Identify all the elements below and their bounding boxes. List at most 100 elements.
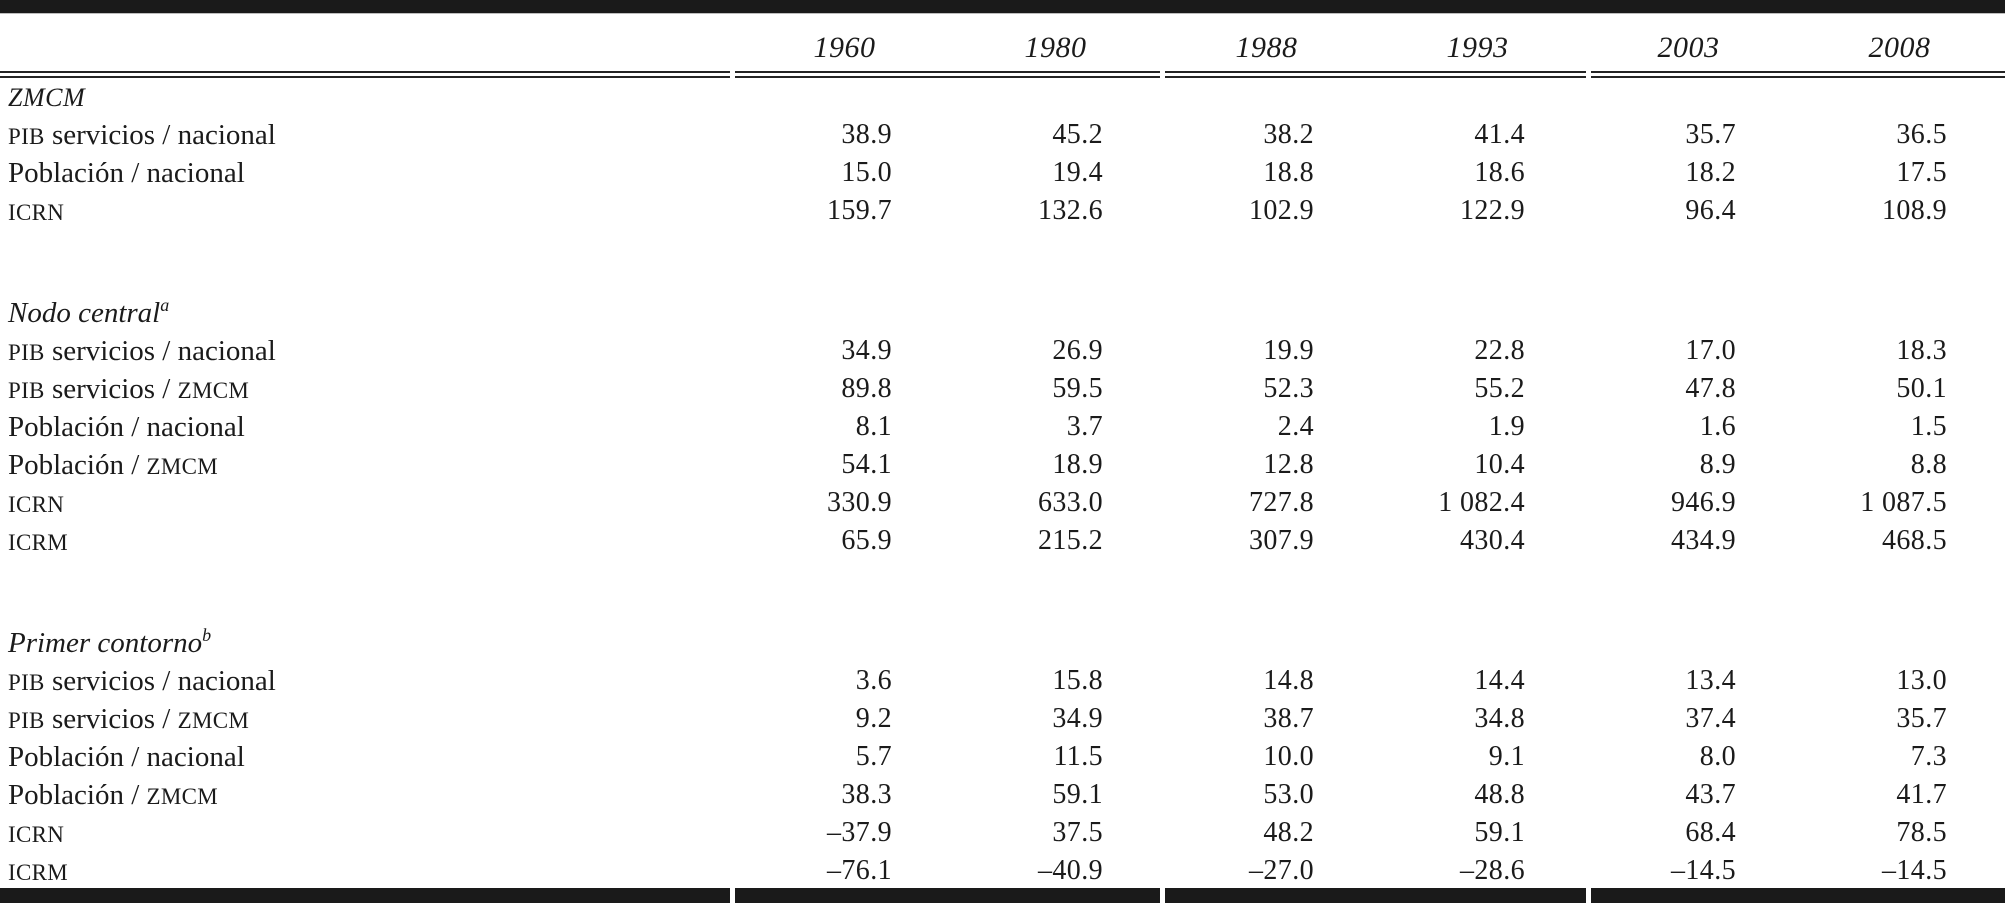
row-label: Población / ZMCM [0,449,739,482]
table-row: ICRM 65.9 215.2 307.9 430.4 434.9 468.5 [0,522,2005,560]
value-cell: 15.8 [1052,665,1103,696]
row-label: PIB servicios / nacional [0,335,739,368]
table-row: Población / ZMCM 54.1 18.9 12.8 10.4 8.9 8.8 [0,446,2005,484]
small-caps-text: ICRN [8,491,65,517]
row-label: PIB servicios / ZMCM [0,373,739,406]
label-text: servicios / [44,372,178,405]
value-cell: 159.7 [827,195,892,226]
value-cell: 8.9 [1699,449,1736,480]
value-cell: 37.4 [1685,703,1736,734]
table-row: Población / nacional 8.1 3.7 2.4 1.9 1.6 1.5 [0,408,2005,446]
value-cell: 8.8 [1910,449,1947,480]
value-cell: 17.0 [1685,335,1736,366]
value-cell: 68.4 [1685,817,1736,848]
section-title-row: Nodo centrala [0,294,2005,332]
value-cell: 38.3 [841,779,892,810]
column-header-year: 1980 [1024,31,1087,64]
row-label: Población / nacional [0,157,739,190]
value-cell: 132.6 [1038,195,1103,226]
column-header-year: 1988 [1235,31,1298,64]
value-cell: 26.9 [1052,335,1103,366]
value-cell: 430.4 [1460,525,1525,556]
row-label: PIB servicios / nacional [0,119,739,152]
table-row: PIB servicios / nacional 34.9 26.9 19.9 22.8… [0,332,2005,370]
value-cell: 19.4 [1052,157,1103,188]
label-text: Población / [8,448,147,481]
value-cell: 9.1 [1488,741,1525,772]
rule-break [730,888,735,903]
value-cell: 1 082.4 [1438,487,1525,518]
value-cell: 330.9 [827,487,892,518]
table-row: Población / nacional 15.0 19.4 18.8 18.6 18.2… [0,154,2005,192]
value-cell: –28.6 [1460,855,1525,886]
value-cell: 15.0 [841,157,892,188]
year-header-row: 1960 1980 1988 1993 2003 2008 [0,14,2005,71]
value-cell: 633.0 [1038,487,1103,518]
section-title-text: Primer contorno [8,626,203,659]
value-cell: –14.5 [1671,855,1736,886]
value-cell: 48.8 [1474,779,1525,810]
value-cell: 89.8 [841,373,892,404]
small-caps-text: PIB [8,377,45,403]
value-cell: 18.6 [1474,157,1525,188]
value-cell: 10.0 [1263,741,1314,772]
value-cell: 102.9 [1249,195,1314,226]
header-rule [0,71,2005,78]
small-caps-text: ZMCM [177,377,250,403]
value-cell: 22.8 [1474,335,1525,366]
value-cell: 34.9 [841,335,892,366]
value-cell: 13.4 [1685,665,1736,696]
value-cell: 34.9 [1052,703,1103,734]
table-row: PIB servicios / ZMCM 9.2 34.9 38.7 34.8 37.4 3… [0,700,2005,738]
value-cell: 2.4 [1277,411,1314,442]
label-text: Población / nacional [8,156,245,189]
row-label: Población / nacional [0,411,739,444]
value-cell: 34.8 [1474,703,1525,734]
value-cell: 78.5 [1896,817,1947,848]
small-caps-text: PIB [8,669,45,695]
row-label: ICRN [0,487,739,520]
row-label: ICRM [0,855,739,888]
value-cell: –14.5 [1882,855,1947,886]
label-text: servicios / [44,702,178,735]
value-cell: 54.1 [841,449,892,480]
rule-break [1586,71,1591,78]
value-cell: 1.5 [1910,411,1947,442]
section-gap [0,560,2005,624]
value-cell: 727.8 [1249,487,1314,518]
value-cell: 946.9 [1671,487,1736,518]
section-title: Primer contornob [0,626,739,660]
value-cell: 14.4 [1474,665,1525,696]
section-title-text: ZMCM [8,82,86,112]
value-cell: 59.1 [1474,817,1525,848]
table-bottom-rule [0,888,2005,903]
section-title: Nodo centrala [0,296,739,330]
value-cell: 41.4 [1474,119,1525,150]
value-cell: 1.9 [1488,411,1525,442]
value-cell: 38.2 [1263,119,1314,150]
value-cell: 96.4 [1685,195,1736,226]
value-cell: –76.1 [827,855,892,886]
value-cell: 18.3 [1896,335,1947,366]
table-row: Población / ZMCM 38.3 59.1 53.0 48.8 43.7 41.7 [0,776,2005,814]
value-cell: 35.7 [1685,119,1736,150]
section-gap [0,230,2005,294]
value-cell: 1.6 [1699,411,1736,442]
small-caps-text: ICRM [8,859,68,885]
value-cell: 36.5 [1896,119,1947,150]
small-caps-text: ZMCM [146,453,219,479]
value-cell: 65.9 [841,525,892,556]
table-row: PIB servicios / nacional 3.6 15.8 14.8 14.4 1… [0,662,2005,700]
value-cell: 14.8 [1263,665,1314,696]
value-cell: 10.4 [1474,449,1525,480]
table-top-rule [0,0,2005,14]
section-title-text: Nodo central [8,296,161,329]
value-cell: 53.0 [1263,779,1314,810]
section-title: ZMCM [0,81,739,114]
value-cell: –37.9 [827,817,892,848]
row-label: Población / ZMCM [0,779,739,812]
rule-break [730,71,735,78]
value-cell: 468.5 [1882,525,1947,556]
value-cell: –27.0 [1249,855,1314,886]
value-cell: 47.8 [1685,373,1736,404]
